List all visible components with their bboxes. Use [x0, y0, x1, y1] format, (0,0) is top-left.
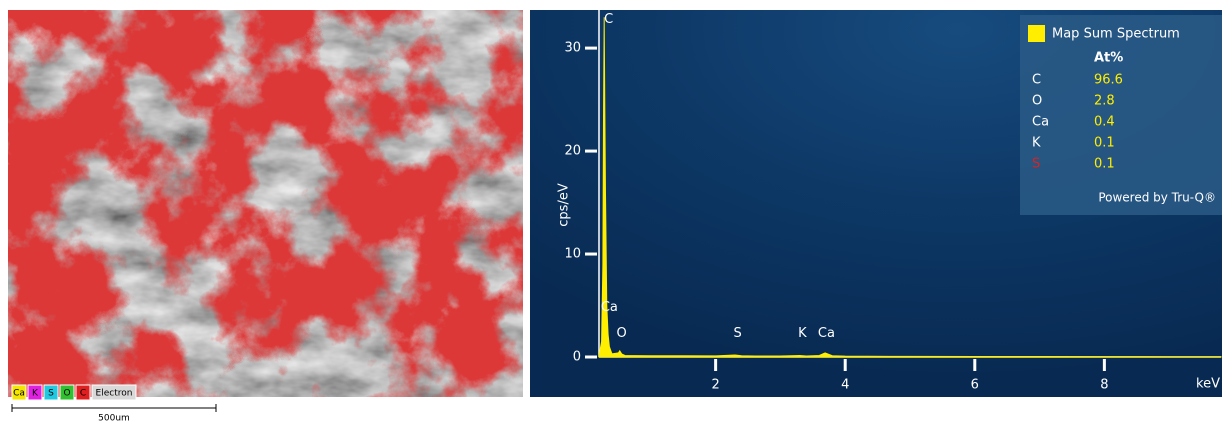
quant-box: [1020, 15, 1222, 215]
quant-footer: Powered by Tru-Q®: [1098, 191, 1216, 205]
legend-label: Ca: [13, 389, 25, 399]
quant-element: Ca: [1032, 115, 1049, 130]
legend-label: O: [63, 389, 70, 399]
y-tick-label: 20: [564, 144, 581, 159]
quant-element: S: [1032, 157, 1040, 172]
quant-header: At%: [1094, 51, 1123, 66]
quant-element: C: [1032, 73, 1041, 88]
x-tick-label: 6: [971, 378, 979, 393]
peak-label: O: [617, 326, 627, 341]
legend-label: Electron: [96, 389, 133, 399]
y-tick-label: 10: [564, 247, 581, 262]
x-tick-label: 2: [711, 378, 719, 393]
legend-label: C: [80, 389, 86, 399]
quant-value: 0.1: [1094, 157, 1115, 172]
peak-label: Ca: [601, 300, 618, 315]
y-tick-label: 30: [564, 41, 581, 56]
x-axis-label: keV: [1196, 377, 1220, 392]
page: 500um cps/eV keV CaKSOCElectron010203024…: [0, 0, 1231, 422]
quant-element: K: [1032, 136, 1041, 151]
quant-value: 0.1: [1094, 136, 1115, 151]
map-carbon: [8, 10, 523, 397]
quant-value: 2.8: [1094, 94, 1115, 109]
peak-label: S: [734, 326, 742, 341]
x-tick-label: 8: [1100, 378, 1108, 393]
legend-swatch: [1028, 25, 1045, 42]
quant-element: O: [1032, 94, 1042, 109]
x-tick-label: 4: [841, 378, 849, 393]
y-tick-label: 0: [573, 350, 581, 365]
quant-value: 0.4: [1094, 115, 1115, 130]
quant-value: 96.6: [1094, 73, 1123, 88]
y-axis-label: cps/eV: [557, 183, 572, 227]
peak-label: K: [798, 326, 807, 341]
screen: 500um cps/eV keV CaKSOCElectron010203024…: [0, 0, 1231, 422]
peak-label: C: [604, 12, 613, 27]
legend-label: Map Sum Spectrum: [1052, 27, 1180, 42]
peak-label: Ca: [818, 326, 835, 341]
legend-label: S: [48, 389, 54, 399]
scale-label: 500um: [98, 414, 130, 423]
